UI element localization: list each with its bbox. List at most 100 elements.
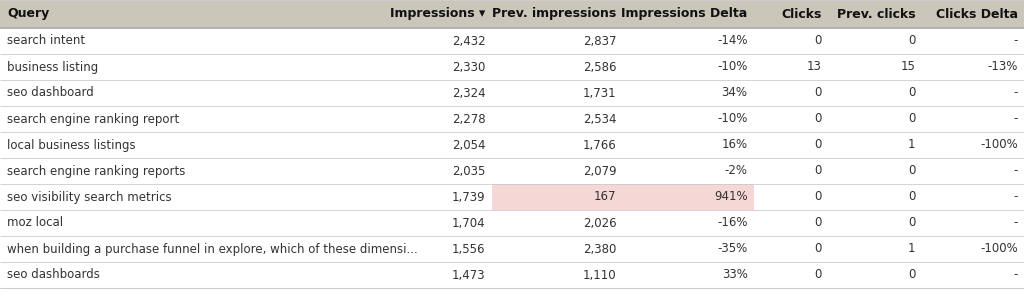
Text: 2,324: 2,324 <box>452 86 485 99</box>
Bar <box>754 54 827 80</box>
Bar <box>0 28 371 54</box>
Text: 1,473: 1,473 <box>452 268 485 282</box>
Bar <box>827 80 922 106</box>
Bar <box>754 236 827 262</box>
Text: 2,534: 2,534 <box>583 113 616 126</box>
Bar <box>754 210 827 236</box>
Text: Prev. impressions: Prev. impressions <box>493 7 616 20</box>
Text: -100%: -100% <box>980 138 1018 151</box>
Text: 2,054: 2,054 <box>452 138 485 151</box>
Bar <box>827 106 922 132</box>
Bar <box>922 28 1024 54</box>
Text: Impressions Delta: Impressions Delta <box>622 7 748 20</box>
Text: 1,766: 1,766 <box>583 138 616 151</box>
Bar <box>492 236 623 262</box>
Text: 2,035: 2,035 <box>453 165 485 178</box>
Bar <box>754 0 827 28</box>
Text: seo dashboard: seo dashboard <box>7 86 94 99</box>
Text: search intent: search intent <box>7 34 85 48</box>
Bar <box>371 262 492 288</box>
Text: 16%: 16% <box>722 138 748 151</box>
Text: -13%: -13% <box>987 61 1018 73</box>
Text: 1,704: 1,704 <box>452 217 485 230</box>
Bar <box>754 80 827 106</box>
Bar <box>623 28 754 54</box>
Bar <box>492 54 623 80</box>
Text: 2,026: 2,026 <box>583 217 616 230</box>
Bar <box>922 80 1024 106</box>
Text: local business listings: local business listings <box>7 138 135 151</box>
Text: 2,432: 2,432 <box>452 34 485 48</box>
Text: -35%: -35% <box>718 242 748 255</box>
Bar <box>827 210 922 236</box>
Text: 0: 0 <box>814 217 821 230</box>
Bar <box>623 184 754 210</box>
Bar <box>827 236 922 262</box>
Text: 13: 13 <box>807 61 821 73</box>
Bar <box>371 80 492 106</box>
Text: 167: 167 <box>594 190 616 203</box>
Text: -10%: -10% <box>717 113 748 126</box>
Text: 2,837: 2,837 <box>583 34 616 48</box>
Bar <box>371 210 492 236</box>
Text: 0: 0 <box>908 34 915 48</box>
Bar <box>754 158 827 184</box>
Bar <box>623 236 754 262</box>
Bar <box>754 262 827 288</box>
Text: 0: 0 <box>814 268 821 282</box>
Bar <box>371 184 492 210</box>
Bar <box>623 158 754 184</box>
Text: Prev. clicks: Prev. clicks <box>837 7 915 20</box>
Text: 2,079: 2,079 <box>583 165 616 178</box>
Text: 941%: 941% <box>714 190 748 203</box>
Bar <box>754 132 827 158</box>
Bar <box>492 184 623 210</box>
Bar <box>922 262 1024 288</box>
Text: Query: Query <box>7 7 49 20</box>
Bar <box>623 54 754 80</box>
Bar <box>827 158 922 184</box>
Text: -: - <box>1014 268 1018 282</box>
Bar <box>754 184 827 210</box>
Text: 0: 0 <box>814 138 821 151</box>
Text: moz local: moz local <box>7 217 63 230</box>
Bar <box>827 54 922 80</box>
Bar <box>827 184 922 210</box>
Bar <box>0 262 371 288</box>
Text: 2,586: 2,586 <box>583 61 616 73</box>
Text: 0: 0 <box>908 190 915 203</box>
Bar <box>492 132 623 158</box>
Text: 0: 0 <box>908 113 915 126</box>
Text: -: - <box>1014 113 1018 126</box>
Bar <box>371 28 492 54</box>
Bar <box>0 54 371 80</box>
Text: 1,739: 1,739 <box>452 190 485 203</box>
Text: 2,380: 2,380 <box>584 242 616 255</box>
Text: 2,278: 2,278 <box>452 113 485 126</box>
Text: 1: 1 <box>908 138 915 151</box>
Bar <box>0 106 371 132</box>
Bar <box>371 54 492 80</box>
Text: search engine ranking reports: search engine ranking reports <box>7 165 185 178</box>
Bar <box>0 80 371 106</box>
Text: 1,556: 1,556 <box>452 242 485 255</box>
Text: Impressions ▾: Impressions ▾ <box>390 7 485 20</box>
Bar <box>922 132 1024 158</box>
Text: 0: 0 <box>814 86 821 99</box>
Bar <box>0 210 371 236</box>
Bar <box>492 0 623 28</box>
Text: seo dashboards: seo dashboards <box>7 268 100 282</box>
Bar <box>0 158 371 184</box>
Bar <box>827 28 922 54</box>
Bar <box>371 0 492 28</box>
Text: 1,110: 1,110 <box>583 268 616 282</box>
Bar <box>371 236 492 262</box>
Text: Clicks: Clicks <box>781 7 821 20</box>
Text: 15: 15 <box>901 61 915 73</box>
Bar <box>623 106 754 132</box>
Text: 0: 0 <box>814 34 821 48</box>
Text: 0: 0 <box>908 268 915 282</box>
Bar <box>922 54 1024 80</box>
Text: 0: 0 <box>908 165 915 178</box>
Text: search engine ranking report: search engine ranking report <box>7 113 179 126</box>
